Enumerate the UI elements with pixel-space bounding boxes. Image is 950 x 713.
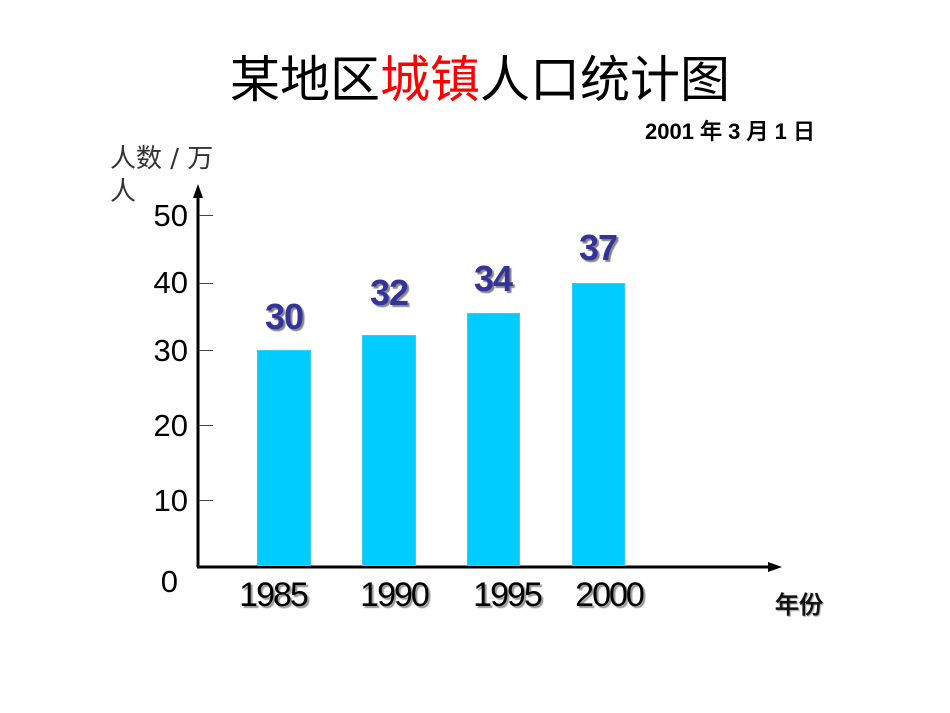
- bar-1995: [467, 313, 520, 566]
- y-tick-40: [199, 283, 213, 284]
- y-axis-arrow-icon: [193, 184, 203, 198]
- x-category-label: 1985: [239, 576, 309, 614]
- chart-title: 某地区城镇人口统计图: [230, 50, 730, 110]
- title-suffix: 人口统计图: [480, 51, 730, 109]
- x-category-label: 1995: [473, 576, 543, 614]
- y-tick-10: [199, 500, 213, 501]
- y-tick-20: [199, 425, 213, 426]
- bar-1985: [257, 350, 311, 566]
- title-prefix: 某地区: [230, 51, 380, 109]
- x-category-label: 2000: [575, 576, 645, 614]
- y-tick-label: 10: [153, 483, 188, 518]
- bar-value-label: 32: [369, 272, 409, 313]
- title-highlight: 城镇: [380, 51, 480, 109]
- chart-date: 2001 年 3 月 1 日: [645, 119, 815, 144]
- y-axis-label: 人数 / 万人: [110, 144, 214, 207]
- y-tick-label: 40: [153, 265, 188, 300]
- bar-value-label: 37: [578, 227, 618, 268]
- bar-value-label: 30: [264, 296, 304, 337]
- y-tick-50: [199, 215, 213, 216]
- y-tick-label: 50: [153, 198, 188, 233]
- bar-value-label: 34: [473, 258, 513, 299]
- bar-1990: [362, 335, 416, 566]
- x-category-label: 1990: [360, 576, 430, 614]
- y-tick-label: 20: [153, 408, 188, 443]
- x-axis-arrow-icon: [768, 562, 782, 572]
- y-tick-30: [199, 350, 213, 351]
- bar-2000: [572, 283, 625, 566]
- y-tick-label: 0: [160, 564, 178, 599]
- y-tick-label: 30: [153, 333, 188, 368]
- x-axis-label: 年份: [775, 591, 823, 619]
